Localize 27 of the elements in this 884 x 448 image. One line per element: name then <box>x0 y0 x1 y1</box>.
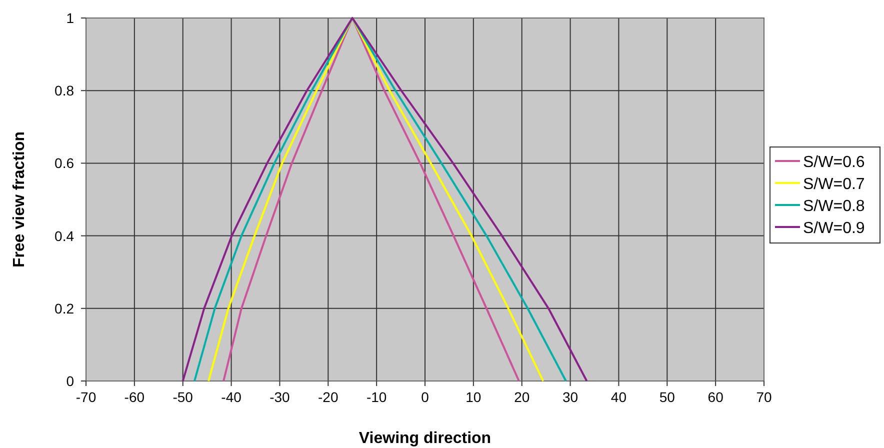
x-tick-label: 10 <box>466 389 482 405</box>
x-tick-label: -60 <box>124 389 145 405</box>
y-tick-label: 0.2 <box>54 300 74 316</box>
y-tick-label: 0.8 <box>54 82 74 99</box>
legend-label: S/W=0.7 <box>803 176 865 193</box>
x-tick-label: 0 <box>421 389 430 405</box>
y-tick-label: 0.6 <box>54 155 74 172</box>
y-tick-label: 1 <box>66 10 74 26</box>
legend-label: S/W=0.6 <box>803 154 865 171</box>
x-tick-label: -50 <box>172 389 194 405</box>
x-tick-label: -10 <box>366 389 387 405</box>
x-tick-label: 70 <box>756 389 772 405</box>
y-axis-title: Free view fraction <box>11 131 28 268</box>
y-tick-label: 0 <box>66 373 74 389</box>
x-tick-label: 50 <box>659 389 676 405</box>
x-tick-label: -20 <box>318 389 338 405</box>
x-tick-label: 60 <box>708 389 724 405</box>
legend-label: S/W=0.9 <box>803 220 865 237</box>
x-tick-label: -30 <box>270 389 290 405</box>
x-tick-label: -70 <box>76 389 96 405</box>
x-tick-label: 40 <box>610 389 627 405</box>
x-axis-title: Viewing direction <box>358 430 492 447</box>
y-tick-label: 0.4 <box>54 228 74 244</box>
x-tick-label: -40 <box>221 389 242 405</box>
x-tick-label: 30 <box>562 389 578 405</box>
legend-label: S/W=0.8 <box>803 198 865 215</box>
x-tick-label: 20 <box>514 389 530 405</box>
